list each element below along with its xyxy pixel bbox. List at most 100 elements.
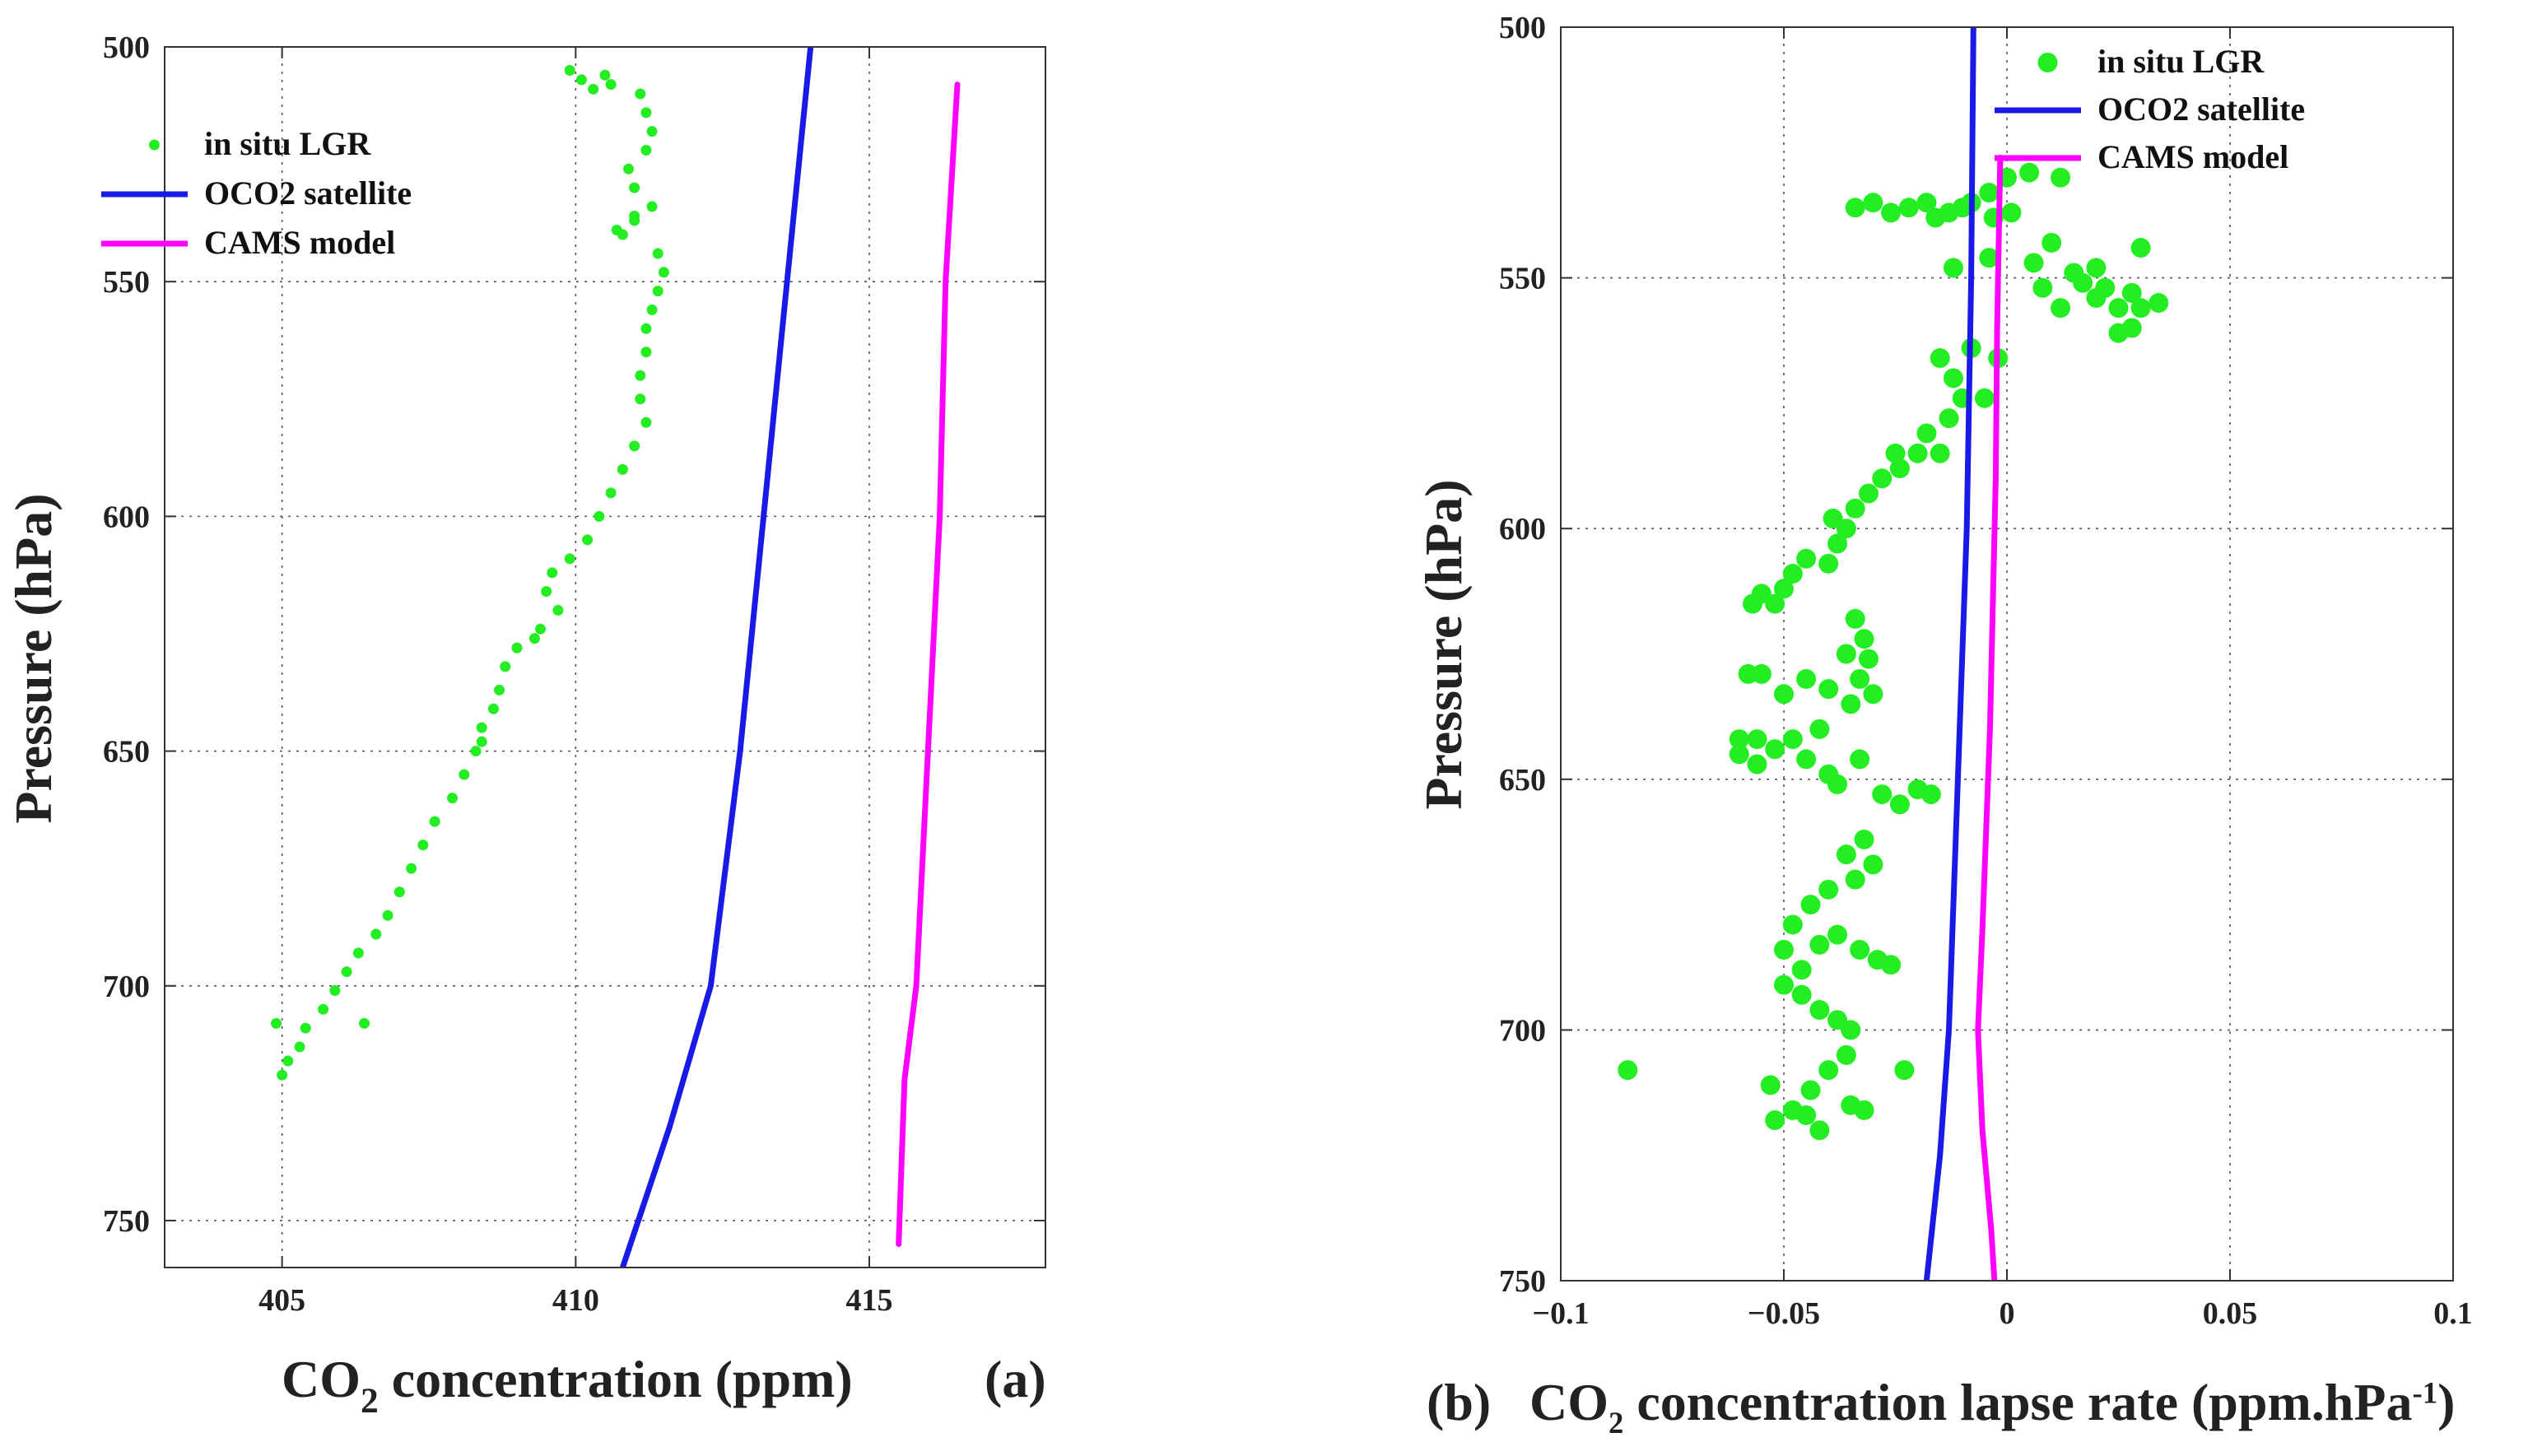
data-point	[1796, 749, 1817, 770]
data-point	[547, 567, 558, 579]
data-point	[564, 553, 575, 565]
data-point	[1818, 679, 1839, 700]
y-tick-label: 700	[103, 970, 150, 1004]
legend-marker	[149, 139, 160, 151]
data-point	[1836, 1044, 1856, 1065]
legend-label: in situ LGR	[2097, 43, 2265, 80]
data-point	[1827, 774, 1848, 794]
data-point	[1800, 1080, 1821, 1100]
data-point	[1850, 939, 1870, 960]
data-point	[1858, 649, 1879, 669]
data-point	[640, 144, 652, 156]
data-point	[271, 1017, 282, 1029]
data-point	[1939, 408, 1959, 429]
y-tick-label: 650	[103, 735, 150, 770]
data-point	[1907, 443, 1928, 463]
data-point	[329, 984, 341, 996]
y-tick-label: 550	[1499, 262, 1546, 296]
data-point	[429, 816, 440, 827]
data-point	[1738, 663, 1758, 684]
data-point	[393, 886, 405, 898]
data-point	[1827, 924, 1848, 945]
y-tick-label: 550	[103, 265, 150, 300]
x-tick-label: −0.05	[1748, 1296, 1820, 1331]
data-point	[1729, 729, 1749, 750]
legend: in situ LGR OCO2 satellite CAMS model	[1995, 43, 2305, 175]
x-axis-label: CO2 concentration (ppm)	[282, 1350, 853, 1421]
data-point	[2051, 298, 2071, 319]
data-point	[1809, 1120, 1830, 1141]
legend-label: CAMS model	[2097, 138, 2288, 175]
series-line	[1975, 154, 2004, 1281]
data-point	[1872, 784, 1893, 805]
y-axis-label: Pressure (hPa)	[4, 493, 63, 823]
data-point	[1796, 668, 1817, 689]
data-point	[1774, 684, 1794, 705]
series-line	[619, 47, 814, 1268]
legend-item: OCO2 satellite	[1995, 91, 2305, 128]
data-point	[1747, 754, 1767, 775]
data-point	[511, 642, 523, 654]
data-point	[1836, 644, 1856, 664]
data-point	[605, 487, 617, 499]
y-tick-label: 650	[1499, 763, 1546, 798]
data-point	[1791, 960, 1812, 980]
data-point	[2086, 258, 2107, 278]
legend-label: CAMS model	[204, 224, 395, 261]
y-tick-label: 600	[1499, 512, 1546, 547]
data-point	[1979, 183, 2000, 203]
data-point	[318, 1003, 329, 1015]
data-point	[2121, 318, 2142, 338]
y-axis: 500 550 600 650 700 750	[1499, 11, 2453, 1299]
data-point	[1818, 879, 1839, 900]
data-point	[417, 840, 429, 851]
x-tick-label: 0.1	[2433, 1296, 2473, 1331]
data-point	[2121, 282, 2142, 303]
data-point	[2130, 298, 2151, 319]
data-point	[1858, 483, 1879, 504]
y-tick-label: 500	[103, 30, 150, 65]
data-point	[406, 863, 417, 874]
data-point	[1760, 1075, 1781, 1095]
legend-item: in situ LGR	[2037, 43, 2265, 80]
data-point	[1854, 1100, 1874, 1120]
data-point	[582, 534, 594, 546]
data-point	[1898, 198, 1919, 218]
data-point	[2073, 272, 2093, 293]
data-point	[623, 163, 635, 174]
legend-label: in situ LGR	[204, 125, 371, 162]
legend-label: OCO2 satellite	[204, 174, 412, 212]
data-point	[1894, 1060, 1915, 1081]
data-point	[1974, 388, 1995, 408]
data-point	[1809, 934, 1830, 955]
data-point	[646, 304, 658, 315]
data-point	[635, 88, 646, 100]
series-in-situ-lgr	[1618, 162, 2169, 1141]
data-point	[1845, 608, 1865, 629]
data-point	[1872, 468, 1893, 489]
data-point	[2108, 298, 2129, 319]
data-point	[1943, 258, 1963, 278]
data-point	[487, 703, 499, 714]
x-axis: −0.1 −0.05 0 0.05 0.1	[1532, 27, 2473, 1331]
y-tick-label: 700	[1499, 1013, 1546, 1048]
data-point	[1796, 1105, 1817, 1125]
data-point	[1618, 1060, 1638, 1081]
x-tick-label: 0.05	[2203, 1296, 2258, 1331]
data-point	[535, 623, 547, 635]
data-point	[1800, 895, 1821, 915]
data-point	[1916, 193, 1937, 213]
data-point	[599, 69, 611, 81]
series-oco2-satellite	[619, 47, 814, 1268]
data-point	[1863, 193, 1883, 213]
legend-marker	[2037, 53, 2058, 72]
data-point	[1881, 202, 1902, 223]
data-point	[1836, 844, 1856, 865]
panel-label: (a)	[985, 1350, 1046, 1408]
data-point	[341, 966, 352, 978]
data-point	[1774, 975, 1794, 995]
data-point	[594, 510, 605, 522]
data-point	[352, 947, 364, 959]
series-cams-model	[896, 81, 961, 1247]
